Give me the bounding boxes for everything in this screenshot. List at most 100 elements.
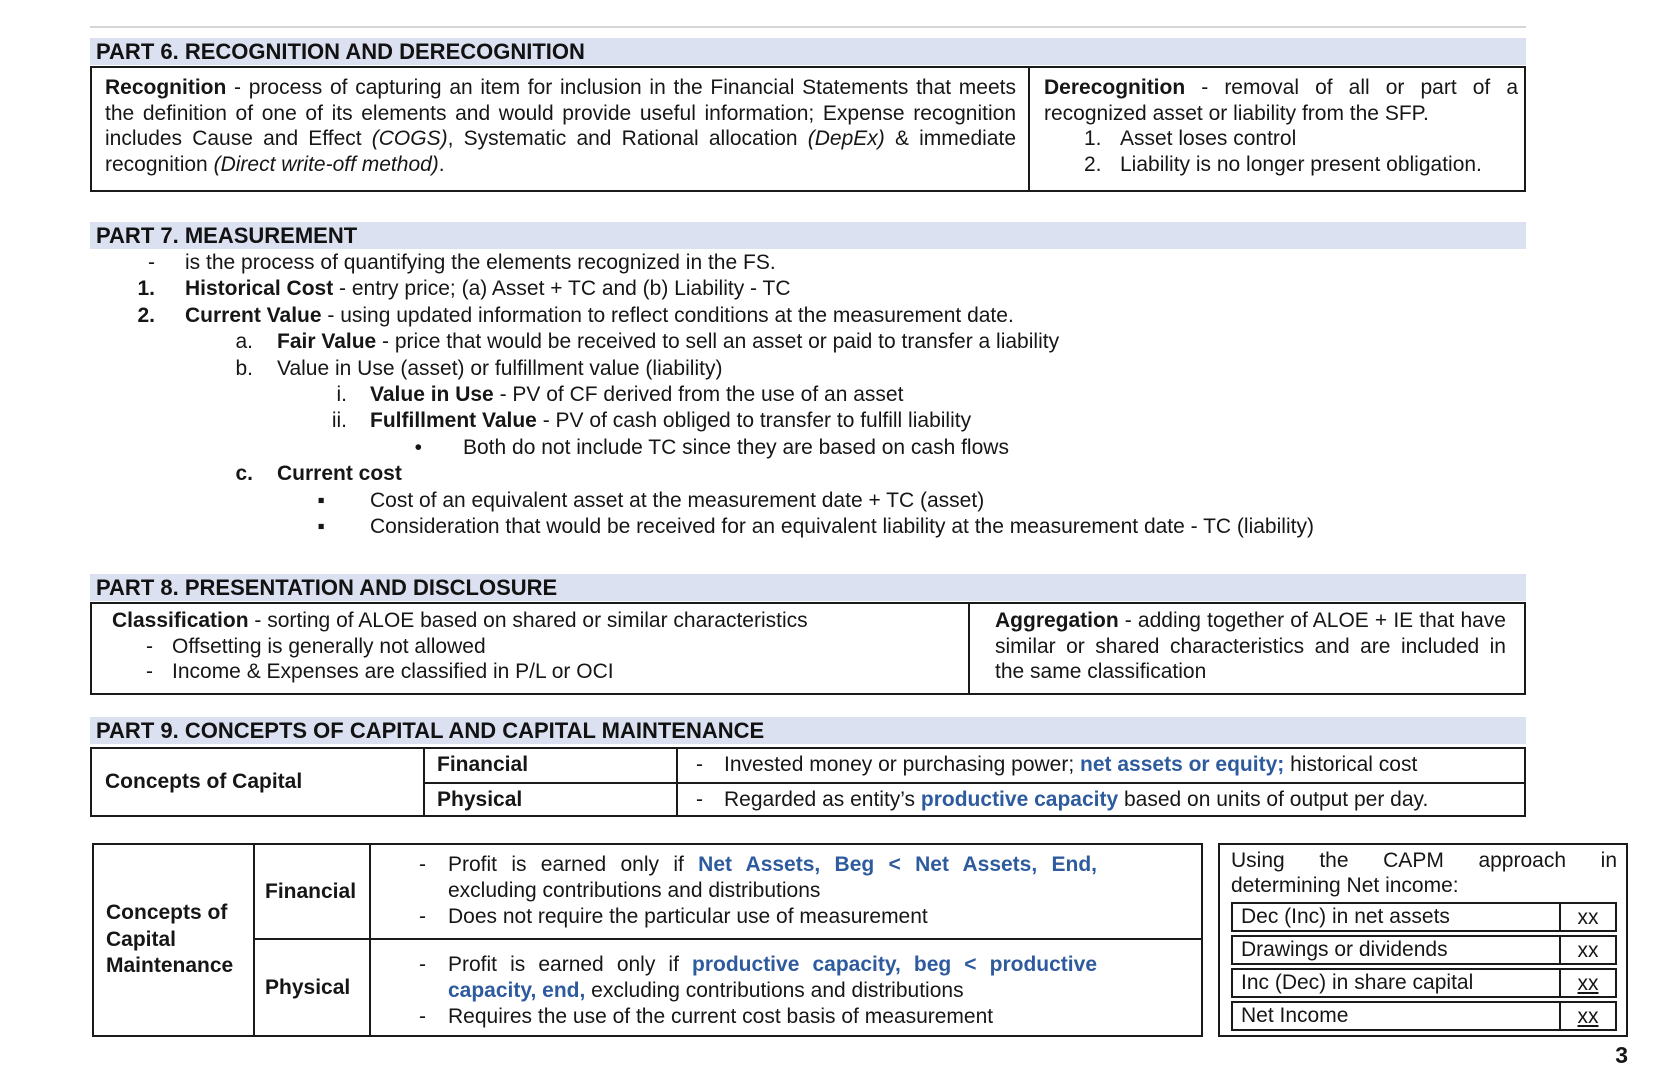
row-label: Concepts of Capital bbox=[92, 749, 425, 815]
part6-header: PART 6. RECOGNITION AND DERECOGNITION bbox=[90, 38, 1526, 65]
derecognition-text: Derecognition - removal of all or part o… bbox=[1044, 76, 1518, 125]
bullet: - Does not require the particular use of… bbox=[419, 904, 1097, 930]
capital-description: - Regarded as entity’s productive capaci… bbox=[678, 784, 1524, 815]
top-divider-line bbox=[90, 26, 1526, 28]
list-item: • Both do not include TC since they are b… bbox=[90, 435, 1550, 461]
maintenance-description: - Profit is earned only if productive ca… bbox=[371, 940, 1201, 1035]
table-row: Financial - Profit is earned only if Net… bbox=[255, 845, 1201, 940]
list-marker: ii. bbox=[331, 409, 347, 433]
capm-heading: Using the CAPM approach in determining N… bbox=[1231, 849, 1617, 897]
capm-row: Net Income xx bbox=[1231, 1001, 1617, 1031]
bullet-text: Profit is earned only if productive capa… bbox=[448, 953, 1097, 1002]
item-number: 1. bbox=[1084, 127, 1102, 150]
concepts-of-capital-table: Concepts of Capital Financial - Invested… bbox=[90, 747, 1526, 817]
row-label-line: Maintenance bbox=[106, 954, 234, 978]
capm-row-value: xx bbox=[1559, 1003, 1615, 1029]
list-text: is the process of quantifying the elemen… bbox=[185, 251, 776, 274]
list-item: 1. Historical Cost - entry price; (a) Ass… bbox=[90, 276, 1550, 302]
list-marker: b. bbox=[235, 356, 253, 380]
capm-row-label: Inc (Dec) in share capital bbox=[1241, 971, 1474, 994]
list-marker: 1. bbox=[137, 277, 155, 301]
derecognition-cell: Derecognition - removal of all or part o… bbox=[1030, 68, 1524, 190]
list-item: i. Value in Use - PV of CF derived from t… bbox=[90, 382, 1550, 408]
capm-row-value: xx bbox=[1559, 904, 1615, 930]
capm-row-label: Net Income bbox=[1241, 1004, 1349, 1027]
list-item: ▪ Cost of an equivalent asset at the meas… bbox=[90, 488, 1550, 514]
capm-row: Drawings or dividends xx bbox=[1231, 935, 1617, 965]
list-marker: • bbox=[414, 435, 422, 459]
capital-type: Financial bbox=[425, 749, 678, 782]
item-number: 2. bbox=[1084, 152, 1102, 176]
capm-row: Inc (Dec) in share capital xx bbox=[1231, 968, 1617, 998]
list-marker: i. bbox=[336, 382, 348, 406]
capm-row-label: Drawings or dividends bbox=[1241, 938, 1448, 961]
bullet: - Profit is earned only if Net Assets, B… bbox=[419, 852, 1097, 904]
bullet-text: Income & Expenses are classified in P/L … bbox=[172, 660, 614, 683]
part7-header: PART 7. MEASUREMENT bbox=[90, 222, 1526, 249]
classification-heading: Classification - sorting of ALOE based o… bbox=[112, 609, 808, 632]
item-text: Asset loses control bbox=[1120, 127, 1297, 150]
list-text: Both do not include TC since they are ba… bbox=[463, 435, 1009, 459]
row-label: Concepts of Capital Maintenance bbox=[94, 845, 255, 1035]
derecognition-item: 2. Liability is no longer present obliga… bbox=[1044, 152, 1518, 178]
list-marker: - bbox=[148, 251, 155, 274]
maintenance-type: Physical bbox=[255, 940, 371, 1035]
recognition-cell: Recognition - process of capturing an it… bbox=[92, 68, 1030, 190]
part6-table: Recognition - process of capturing an it… bbox=[90, 66, 1526, 192]
maintenance-description: - Profit is earned only if Net Assets, B… bbox=[371, 845, 1201, 938]
bullet-text: Offsetting is generally not allowed bbox=[172, 634, 486, 658]
list-item: b. Value in Use (asset) or fulfillment va… bbox=[90, 356, 1550, 382]
classification-cell: Classification - sorting of ALOE based o… bbox=[92, 604, 970, 693]
list-text: Fair Value - price that would be receive… bbox=[277, 330, 1060, 354]
part9-header: PART 9. CONCEPTS OF CAPITAL AND CAPITAL … bbox=[90, 717, 1526, 744]
list-text: Current Value - using updated informatio… bbox=[185, 303, 1014, 327]
capm-row-value: xx bbox=[1559, 937, 1615, 963]
part8-table: Classification - sorting of ALOE based o… bbox=[90, 602, 1526, 695]
classification-bullet: - Income & Expenses are classified in P/… bbox=[146, 659, 954, 685]
bullet-text: Regarded as entity’s productive capacity… bbox=[724, 788, 1429, 811]
list-item: 2. Current Value - using updated informat… bbox=[90, 303, 1550, 329]
bullet-marker: - bbox=[419, 1005, 426, 1028]
bullet-marker: - bbox=[419, 853, 426, 876]
bullet: - Requires the use of the current cost b… bbox=[419, 1004, 1097, 1030]
maintenance-rows: Financial - Profit is earned only if Net… bbox=[255, 845, 1201, 1035]
bullet: - Profit is earned only if productive ca… bbox=[419, 952, 1097, 1004]
derecognition-item: 1. Asset loses control bbox=[1044, 126, 1518, 152]
capital-description: - Invested money or purchasing power; ne… bbox=[678, 749, 1524, 782]
aggregation-cell: Aggregation - adding together of ALOE + … bbox=[995, 609, 1506, 683]
table-row: Physical - Regarded as entity’s producti… bbox=[425, 782, 1524, 815]
part8-header: PART 8. PRESENTATION AND DISCLOSURE bbox=[90, 574, 1526, 601]
list-item: a. Fair Value - price that would be recei… bbox=[90, 329, 1550, 355]
list-marker: a. bbox=[235, 330, 253, 354]
bullet-marker: - bbox=[419, 905, 426, 928]
list-marker: 2. bbox=[137, 303, 155, 327]
capm-row-label: Dec (Inc) in net assets bbox=[1241, 905, 1450, 928]
bullet-marker: - bbox=[696, 788, 703, 811]
list-item: ▪ Consideration that would be received fo… bbox=[90, 514, 1550, 540]
measurement-list: - is the process of quantifying the eleme… bbox=[90, 250, 1550, 540]
capm-row: Dec (Inc) in net assets xx bbox=[1231, 902, 1617, 932]
row-label-line: Capital bbox=[106, 927, 177, 951]
bullet-text: Profit is earned only if Net Assets, Beg… bbox=[448, 853, 1097, 902]
row-label-line: Concepts of bbox=[106, 901, 228, 925]
classification-bullet: - Offsetting is generally not allowed bbox=[146, 634, 954, 660]
list-text: Fulfillment Value - PV of cash obliged t… bbox=[370, 409, 972, 433]
bullet-marker: - bbox=[146, 634, 153, 658]
bullet-marker: - bbox=[696, 753, 703, 776]
item-text: Liability is no longer present obligatio… bbox=[1120, 152, 1482, 176]
table-row: Physical - Profit is earned only if prod… bbox=[255, 940, 1201, 1035]
list-item: c. Current cost bbox=[90, 461, 1550, 487]
page-number: 3 bbox=[1615, 1042, 1628, 1068]
bullet-text: Does not require the particular use of m… bbox=[448, 905, 928, 928]
list-text: Consideration that would be received for… bbox=[370, 514, 1314, 538]
capital-maintenance-table: Concepts of Capital Maintenance Financia… bbox=[92, 843, 1203, 1037]
capm-row-value: xx bbox=[1559, 970, 1615, 996]
capital-rows: Financial - Invested money or purchasing… bbox=[425, 749, 1524, 815]
list-item: ii. Fulfillment Value - PV of cash oblige… bbox=[90, 408, 1550, 434]
bullet-text: Requires the use of the current cost bas… bbox=[448, 1005, 994, 1028]
table-row: Financial - Invested money or purchasing… bbox=[425, 749, 1524, 782]
maintenance-type: Financial bbox=[255, 845, 371, 938]
bullet-text: Invested money or purchasing power; net … bbox=[724, 753, 1418, 776]
capital-type: Physical bbox=[425, 784, 678, 815]
list-marker: ▪ bbox=[317, 488, 325, 512]
